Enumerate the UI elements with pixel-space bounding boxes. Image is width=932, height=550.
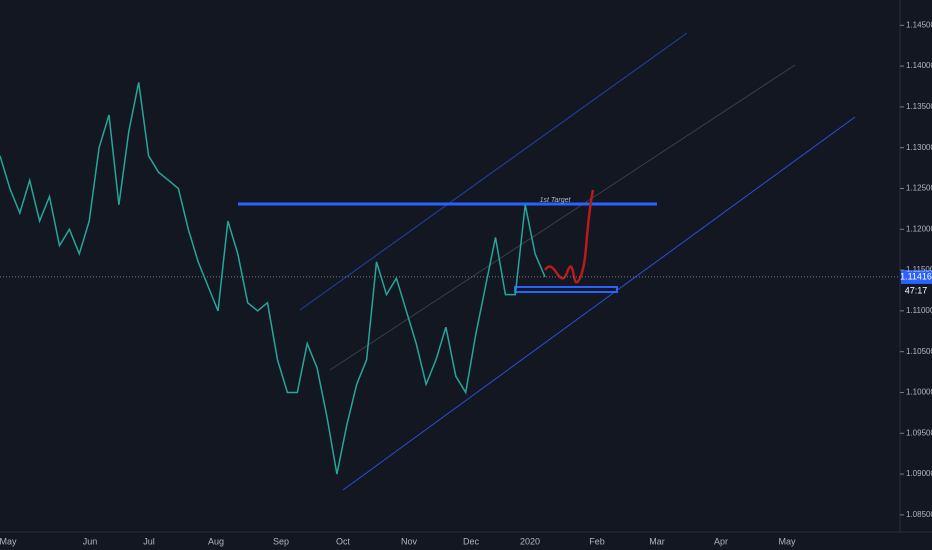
countdown: 47:17 [905,285,928,295]
last-price-label: 1.11416 [900,271,932,281]
y-tick-label: 1.11500 [906,265,932,274]
y-tick-label: 1.14000 [906,61,932,70]
y-tick-label: 1.14500 [906,20,932,29]
y-tick-label: 1.10500 [906,347,932,356]
y-tick-label: 1.12000 [906,224,932,233]
channel-upper [299,32,688,311]
x-tick-label: Jun [83,536,98,546]
y-tick-label: 1.11000 [906,306,932,315]
y-tick-label: 1.08500 [906,510,932,519]
x-tick-label: Dec [463,536,480,546]
x-tick-label: May [778,536,796,546]
y-tick-label: 1.09500 [906,428,932,437]
annotation: 1st Target [540,197,572,204]
x-tick-label: Nov [401,536,418,546]
channel-lower [342,116,856,491]
channel-mid [329,64,796,371]
support-zone [514,286,618,293]
x-tick-label: Aug [208,536,224,546]
x-tick-label: May [0,536,17,546]
y-tick-label: 1.09000 [906,469,932,478]
x-tick-label: Oct [336,536,351,546]
x-tick-label: Apr [714,536,728,546]
x-tick-label: Jul [143,536,155,546]
projection [543,189,595,284]
y-tick-label: 1.12500 [906,184,932,193]
y-tick-label: 1.13000 [906,143,932,152]
x-tick-label: Sep [273,536,289,546]
price-line [0,82,546,475]
y-tick-label: 1.10000 [906,388,932,397]
x-tick-label: Mar [649,536,665,546]
last-price-box [901,269,932,284]
x-tick-label: Feb [589,536,605,546]
x-tick-label: 2020 [520,536,540,546]
y-tick-label: 1.13500 [906,102,932,111]
